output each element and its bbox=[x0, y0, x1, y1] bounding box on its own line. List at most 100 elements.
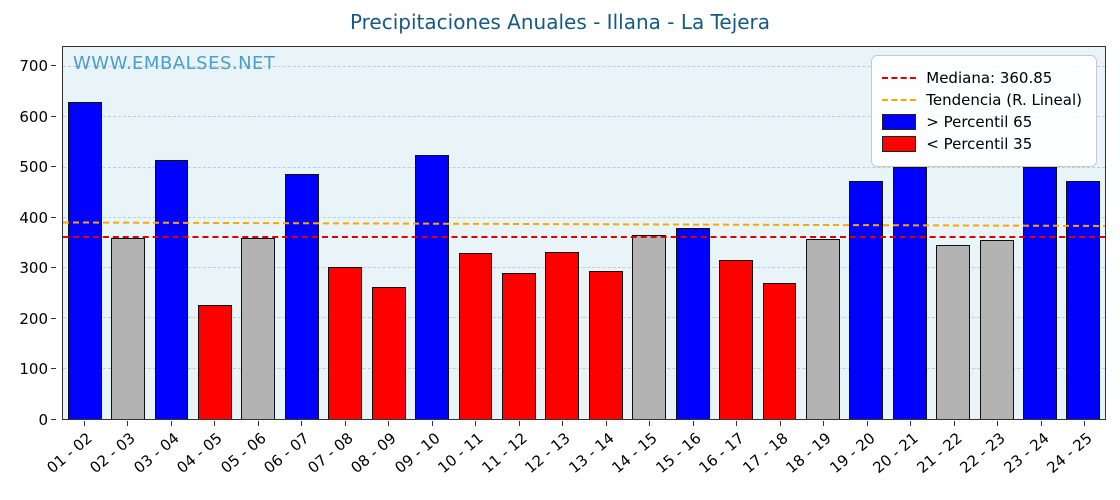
x-tick-mark bbox=[431, 421, 433, 426]
bar-08-09 bbox=[371, 286, 406, 419]
x-tick-mark bbox=[257, 421, 259, 426]
y-tick-label: 200 bbox=[19, 309, 48, 328]
gridline bbox=[63, 317, 1105, 319]
x-tick-mark bbox=[170, 421, 172, 426]
bar-04-05 bbox=[198, 304, 232, 419]
bar-slot bbox=[193, 47, 236, 419]
x-tick-label: 01 - 02 bbox=[43, 429, 96, 477]
bar-slot bbox=[410, 47, 453, 419]
bar-05-06 bbox=[241, 238, 276, 419]
gridline bbox=[63, 267, 1105, 269]
y-tick-label: 500 bbox=[19, 158, 48, 177]
x-tick: 05 - 06 bbox=[217, 421, 280, 496]
gridline bbox=[63, 216, 1105, 218]
bar-16-17 bbox=[719, 260, 753, 419]
bar-20-21 bbox=[892, 167, 927, 419]
plot-area: WWW.EMBALSES.NET Mediana: 360.85 Tendenc… bbox=[62, 46, 1106, 420]
x-tick: 02 - 03 bbox=[87, 421, 150, 496]
blue-swatch-icon bbox=[882, 114, 917, 130]
bar-slot bbox=[1018, 47, 1061, 419]
gridline bbox=[63, 166, 1105, 168]
legend-entry-median: Mediana: 360.85 bbox=[882, 69, 1082, 87]
bar-slot bbox=[324, 47, 367, 419]
bar-series bbox=[63, 47, 1105, 419]
x-tick: 21 - 22 bbox=[913, 421, 976, 496]
red-swatch-icon bbox=[882, 136, 917, 152]
x-tick-mark bbox=[214, 421, 216, 426]
gridline bbox=[63, 66, 1105, 68]
x-tick: 15 - 16 bbox=[652, 421, 715, 496]
bar-slot bbox=[801, 47, 844, 419]
legend-entry-trend: Tendencia (R. Lineal) bbox=[882, 91, 1082, 109]
median-line bbox=[63, 235, 1105, 238]
x-tick: 06 - 07 bbox=[261, 421, 324, 496]
bar-slot bbox=[150, 47, 193, 419]
x-tick-mark bbox=[562, 421, 564, 426]
x-tick: 09 - 10 bbox=[391, 421, 454, 496]
bar-slot bbox=[237, 47, 280, 419]
y-tick-mark bbox=[51, 368, 56, 370]
y-tick-label: 0 bbox=[38, 411, 48, 429]
x-tick-mark bbox=[779, 421, 781, 426]
y-tick-label: 400 bbox=[19, 208, 48, 227]
bar-slot bbox=[367, 47, 410, 419]
x-tick-mark bbox=[866, 421, 868, 426]
x-tick-mark bbox=[475, 421, 477, 426]
bar-17-18 bbox=[762, 282, 797, 419]
x-tick: 19 - 20 bbox=[826, 421, 889, 496]
gridlines bbox=[63, 47, 1105, 419]
x-tick-mark bbox=[388, 421, 390, 426]
bar-slot bbox=[888, 47, 931, 419]
bar-13-14 bbox=[588, 270, 623, 419]
bar-19-20 bbox=[849, 181, 884, 419]
bar-07-08 bbox=[328, 267, 363, 419]
bar-21-22 bbox=[936, 244, 971, 419]
x-tick-mark bbox=[649, 421, 651, 426]
x-tick-mark bbox=[605, 421, 607, 426]
bar-01-02 bbox=[67, 102, 102, 419]
gridline bbox=[63, 367, 1105, 369]
x-tick-mark bbox=[910, 421, 912, 426]
y-tick-mark bbox=[51, 419, 56, 420]
bar-slot bbox=[845, 47, 888, 419]
bar-slot bbox=[454, 47, 497, 419]
x-tick: 10 - 11 bbox=[435, 421, 498, 496]
y-tick-mark bbox=[51, 267, 56, 269]
legend-label-median: Mediana: 360.85 bbox=[926, 69, 1053, 87]
bar-slot bbox=[280, 47, 323, 419]
legend: Mediana: 360.85 Tendencia (R. Lineal) > … bbox=[871, 55, 1097, 167]
legend-label-above: > Percentil 65 bbox=[926, 113, 1033, 131]
bar-slot bbox=[975, 47, 1018, 419]
bar-09-10 bbox=[415, 155, 450, 419]
legend-entry-above: > Percentil 65 bbox=[882, 113, 1082, 131]
bar-03-04 bbox=[154, 159, 189, 419]
x-tick-mark bbox=[301, 421, 303, 426]
bar-02-03 bbox=[111, 237, 146, 419]
bar-18-19 bbox=[805, 238, 840, 419]
bar-23-24 bbox=[1023, 167, 1057, 419]
legend-label-trend: Tendencia (R. Lineal) bbox=[926, 91, 1082, 109]
y-tick-mark bbox=[51, 317, 56, 319]
x-tick-mark bbox=[1084, 421, 1086, 426]
trend-line bbox=[63, 47, 1105, 419]
chart-title: Precipitaciones Anuales - Illana - La Te… bbox=[349, 10, 771, 34]
x-tick-mark bbox=[953, 421, 955, 426]
bar-14-15 bbox=[632, 235, 667, 419]
x-tick: 14 - 15 bbox=[609, 421, 672, 496]
legend-entry-below: < Percentil 35 bbox=[882, 135, 1082, 153]
x-tick: 24 - 25 bbox=[1044, 421, 1107, 496]
x-tick-mark bbox=[127, 421, 129, 426]
x-tick-mark bbox=[518, 421, 520, 426]
x-tick: 13 - 14 bbox=[565, 421, 628, 496]
bar-slot bbox=[63, 47, 106, 419]
bar-slot bbox=[714, 47, 757, 419]
gridline bbox=[63, 116, 1105, 118]
x-tick-mark bbox=[692, 421, 694, 426]
x-tick: 12 - 13 bbox=[522, 421, 585, 496]
x-tick: 08 - 09 bbox=[348, 421, 411, 496]
bar-12-13 bbox=[545, 251, 580, 419]
watermark: WWW.EMBALSES.NET bbox=[73, 53, 276, 74]
median-line-icon bbox=[882, 77, 917, 79]
bar-06-07 bbox=[284, 173, 319, 419]
x-tick: 18 - 19 bbox=[783, 421, 846, 496]
